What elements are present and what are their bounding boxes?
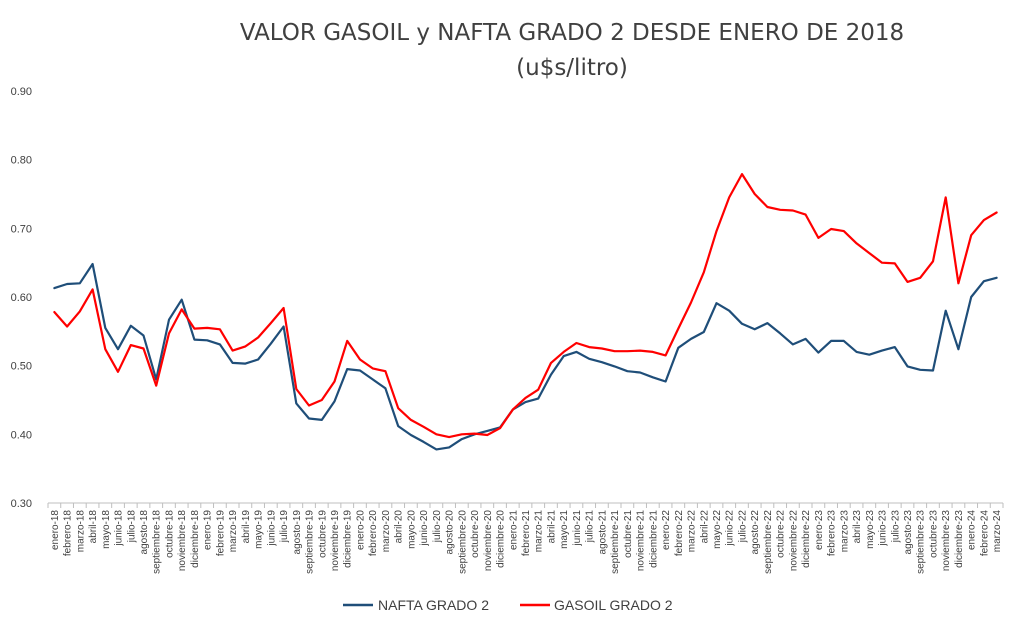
chart-title: VALOR GASOIL y NAFTA GRADO 2 DESDE ENERO… xyxy=(240,20,904,46)
y-tick-label: 0.30 xyxy=(11,498,32,510)
x-tick-label: octubre-18 xyxy=(164,510,175,558)
x-tick-label: febrero-21 xyxy=(521,510,532,557)
x-tick-label: julio-20 xyxy=(432,510,443,544)
x-tick-label: marzo-23 xyxy=(839,510,850,553)
x-tick-label: junio-18 xyxy=(114,510,125,547)
x-tick-label: junio-21 xyxy=(572,510,583,547)
x-tick-label: febrero-20 xyxy=(368,510,379,557)
x-tick-label: abril-22 xyxy=(699,510,710,544)
x-tick-label: abril-21 xyxy=(546,510,557,544)
x-tick-label: octubre-23 xyxy=(928,510,939,558)
x-tick-label: octubre-22 xyxy=(776,510,787,558)
x-tick-label: julio-19 xyxy=(279,510,290,544)
x-tick-label: enero-24 xyxy=(967,510,978,550)
x-tick-label: febrero-19 xyxy=(215,510,226,557)
x-tick-label: junio-23 xyxy=(878,510,889,547)
x-tick-label: octubre-21 xyxy=(623,510,634,558)
x-tick-label: noviembre-22 xyxy=(788,510,799,572)
x-tick-label: enero-18 xyxy=(50,510,61,550)
x-tick-label: mayo-18 xyxy=(101,510,112,549)
y-tick-label: 0.60 xyxy=(11,292,32,304)
x-tick-label: diciembre-21 xyxy=(648,510,659,568)
x-tick-label: abril-23 xyxy=(852,510,863,544)
legend-label-gasoil: GASOIL GRADO 2 xyxy=(554,597,673,613)
x-tick-label: diciembre-22 xyxy=(801,510,812,568)
x-tick-label: marzo-22 xyxy=(687,510,698,553)
x-tick-label: agosto-20 xyxy=(445,510,456,555)
x-tick-label: marzo-24 xyxy=(992,510,1003,553)
x-tick-label: diciembre-19 xyxy=(343,510,354,568)
x-tick-label: noviembre-23 xyxy=(941,510,952,572)
legend-label-nafta: NAFTA GRADO 2 xyxy=(378,597,489,613)
x-tick-label: julio-22 xyxy=(737,510,748,544)
x-tick-label: agosto-18 xyxy=(139,510,150,555)
x-tick-label: junio-19 xyxy=(266,510,277,547)
x-tick-label: septiembre-23 xyxy=(916,510,927,574)
x-tick-label: mayo-19 xyxy=(254,510,265,549)
chart-subtitle: (u$s/litro) xyxy=(516,55,628,81)
x-tick-label: agosto-23 xyxy=(903,510,914,555)
series-layer xyxy=(53,173,998,451)
x-tick-label: junio-20 xyxy=(419,510,430,547)
series-line-nafta xyxy=(53,262,998,451)
x-tick-label: diciembre-20 xyxy=(496,510,507,568)
x-tick-label: febrero-18 xyxy=(63,510,74,557)
x-tick-label: junio-22 xyxy=(725,510,736,547)
x-tick-label: marzo-18 xyxy=(75,510,86,553)
x-tick-label: febrero-23 xyxy=(827,510,838,557)
x-tick-label: octubre-20 xyxy=(470,510,481,558)
x-tick-label: septiembre-22 xyxy=(763,510,774,574)
x-tick-label: febrero-24 xyxy=(979,510,990,557)
x-tick-label: octubre-19 xyxy=(317,510,328,558)
x-tick-label: febrero-22 xyxy=(674,510,685,557)
x-tick-label: julio-21 xyxy=(585,510,596,544)
x-tick-label: abril-18 xyxy=(88,510,99,544)
series-line-gasoil xyxy=(53,173,998,439)
x-tick-label: enero-21 xyxy=(508,510,519,550)
x-tick-label: mayo-22 xyxy=(712,510,723,549)
x-axis: enero-18 febrero-18 marzo-18 abril-18 mayo-1… xyxy=(47,502,1004,574)
x-tick-label: mayo-20 xyxy=(406,510,417,549)
x-tick-label: enero-20 xyxy=(355,510,366,550)
x-tick-label: agosto-22 xyxy=(750,510,761,555)
x-tick-label: septiembre-18 xyxy=(152,510,163,574)
x-tick-label: septiembre-21 xyxy=(610,510,621,574)
x-tick-label: mayo-23 xyxy=(865,510,876,549)
x-tick-label: abril-19 xyxy=(241,510,252,544)
x-tick-label: noviembre-18 xyxy=(177,510,188,572)
y-axis: 0.30 0.40 0.50 0.60 0.70 0.80 0.90 xyxy=(11,86,32,510)
x-tick-label: enero-19 xyxy=(203,510,214,550)
x-tick-label: agosto-21 xyxy=(597,510,608,555)
x-tick-label: septiembre-19 xyxy=(305,510,316,574)
x-tick-label: noviembre-21 xyxy=(636,510,647,572)
legend: NAFTA GRADO 2 GASOIL GRADO 2 xyxy=(343,597,673,613)
x-tick-label: enero-23 xyxy=(814,510,825,550)
x-tick-label: noviembre-19 xyxy=(330,510,341,572)
x-tick-label: noviembre-20 xyxy=(483,510,494,572)
y-tick-label: 0.50 xyxy=(11,361,32,373)
y-tick-label: 0.90 xyxy=(11,86,32,98)
x-tick-label: marzo-21 xyxy=(534,510,545,553)
y-tick-label: 0.80 xyxy=(11,155,32,167)
x-tick-label: julio-18 xyxy=(126,510,137,544)
x-tick-label: julio-23 xyxy=(890,510,901,544)
x-tick-label: diciembre-18 xyxy=(190,510,201,568)
x-tick-label: septiembre-20 xyxy=(457,510,468,574)
x-tick-label: agosto-19 xyxy=(292,510,303,555)
x-tick-label: enero-22 xyxy=(661,510,672,550)
y-tick-label: 0.70 xyxy=(11,223,32,235)
x-tick-label: diciembre-23 xyxy=(954,510,965,568)
x-tick-label: mayo-21 xyxy=(559,510,570,549)
y-tick-label: 0.40 xyxy=(11,429,32,441)
x-tick-label: marzo-20 xyxy=(381,510,392,553)
x-tick-label: abril-20 xyxy=(394,510,405,544)
x-tick-label: marzo-19 xyxy=(228,510,239,553)
